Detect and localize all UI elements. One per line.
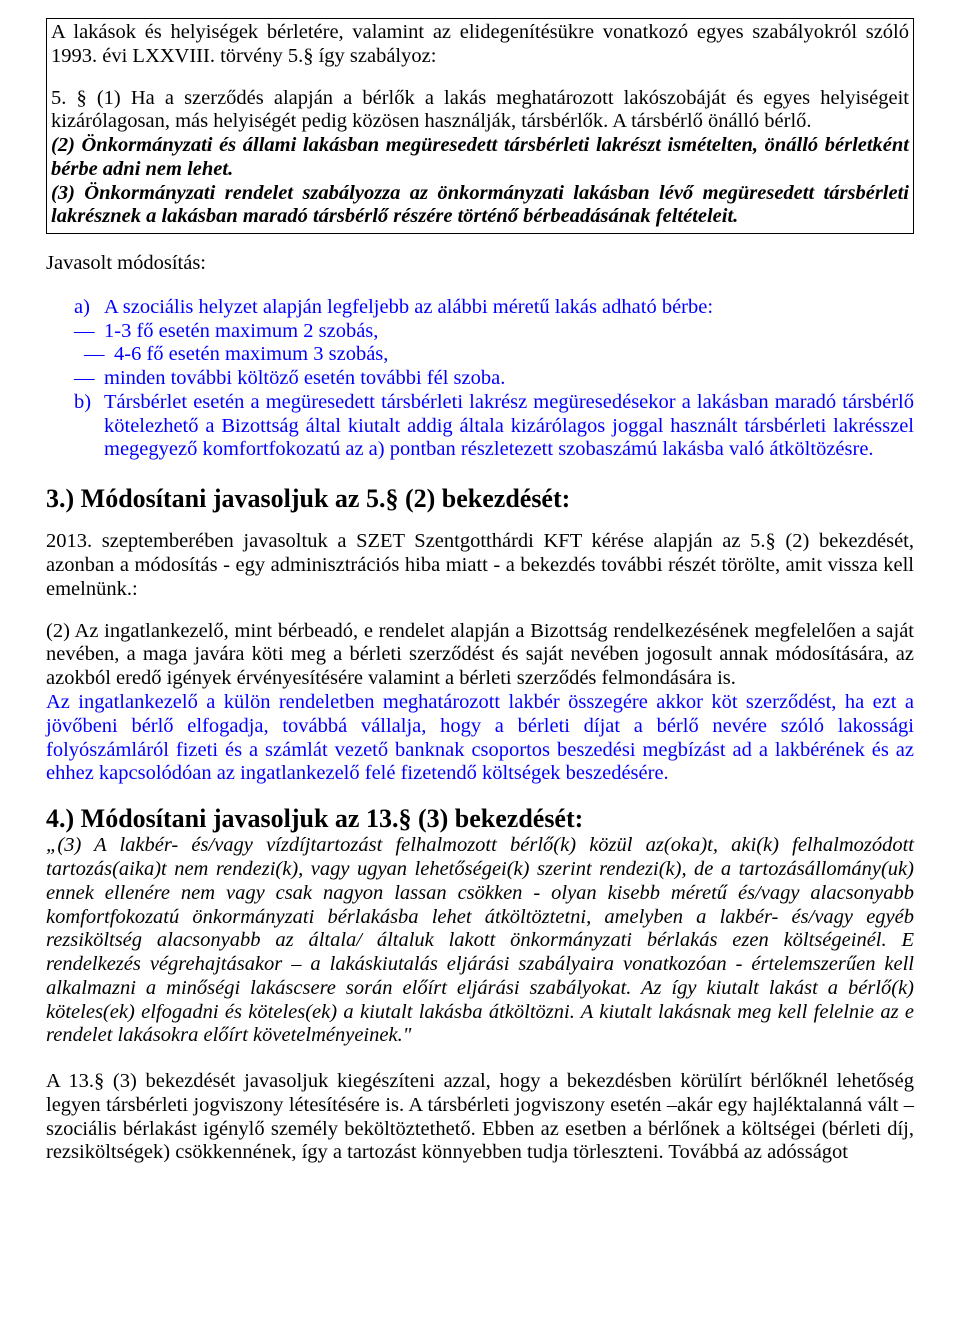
- list-text-b: Társbérlet esetén a megüresedett társbér…: [104, 391, 914, 462]
- section-3-paragraph-1: 2013. szeptemberében javasoltuk a SZET S…: [46, 530, 914, 601]
- section-4-heading: 4.) Módosítani javasoljuk az 13.§ (3) be…: [46, 804, 914, 834]
- box-paragraph-1: A lakások és helyiségek bérletére, valam…: [51, 21, 909, 69]
- list-dash-1: — 1-3 fő esetén maximum 2 szobás,: [74, 320, 914, 344]
- section-4-paragraph-2: A 13.§ (3) bekezdését javasoljuk kiegész…: [46, 1070, 914, 1165]
- box-paragraph-4: (3) Önkormányzati rendelet szabályozza a…: [51, 182, 909, 230]
- section-3-paragraph-2: (2) Az ingatlankezelő, mint bérbeadó, e …: [46, 620, 914, 691]
- list-item-a: a) A szociális helyzet alapján legfeljeb…: [74, 296, 914, 320]
- box-paragraph-3: (2) Önkormányzati és állami lakásban meg…: [51, 134, 909, 182]
- dash-icon: —: [74, 367, 104, 391]
- dash-icon: —: [74, 320, 104, 344]
- list-dash-2: — 4-6 fő esetén maximum 3 szobás,: [74, 343, 914, 367]
- list-dash-1-text: 1-3 fő esetén maximum 2 szobás,: [104, 320, 378, 344]
- list-marker-b: b): [74, 391, 104, 462]
- law-quote-box: A lakások és helyiségek bérletére, valam…: [46, 18, 914, 234]
- proposal-list: a) A szociális helyzet alapján legfeljeb…: [74, 296, 914, 462]
- list-dash-3: — minden további költöző esetén további …: [74, 367, 914, 391]
- dash-icon: —: [84, 343, 114, 367]
- list-dash-2-text: 4-6 fő esetén maximum 3 szobás,: [114, 343, 388, 367]
- document-page: A lakások és helyiségek bérletére, valam…: [0, 0, 960, 1165]
- list-marker-a: a): [74, 296, 104, 320]
- list-dash-3-text: minden további költöző esetén további fé…: [104, 367, 505, 391]
- list-item-b: b) Társbérlet esetén a megüresedett társ…: [74, 391, 914, 462]
- spacer: [51, 69, 909, 87]
- section-4-quote-text: (3) A lakbér- és/vagy vízdíjtartozást fe…: [46, 834, 914, 1046]
- box-paragraph-2: 5. § (1) Ha a szerződés alapján a bérlők…: [51, 87, 909, 135]
- section-3-paragraph-3-blue: Az ingatlankezelő a külön rendeletben me…: [46, 691, 914, 786]
- list-text-a: A szociális helyzet alapján legfeljebb a…: [104, 296, 914, 320]
- spacer: [46, 276, 914, 296]
- proposal-label: Javasolt módosítás:: [46, 252, 914, 276]
- section-4-quote: (3) A lakbér- és/vagy vízdíjtartozást fe…: [46, 834, 914, 1048]
- section-3-heading: 3.) Módosítani javasoljuk az 5.§ (2) bek…: [46, 484, 914, 514]
